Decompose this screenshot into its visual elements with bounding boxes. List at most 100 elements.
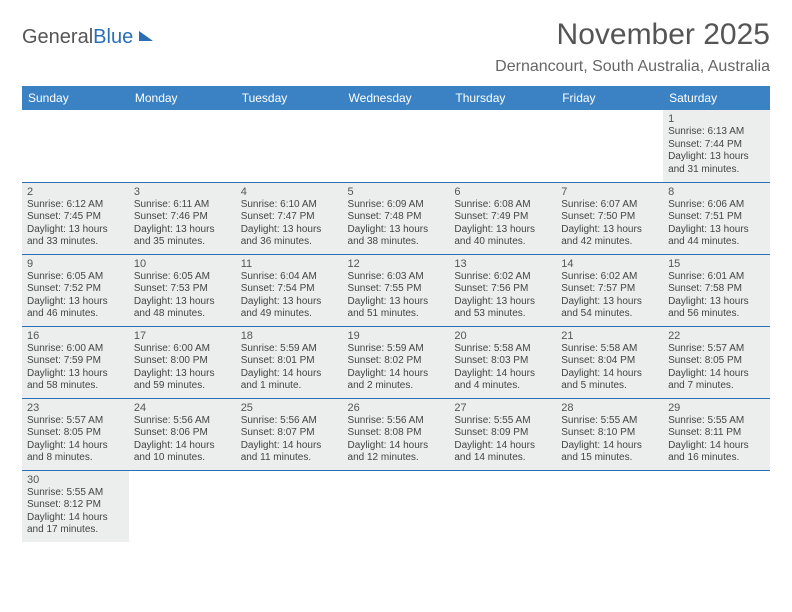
day-info-line: Sunrise: 6:13 AM [668, 126, 765, 139]
day-header: Friday [556, 86, 663, 110]
day-info-line: Sunrise: 6:03 AM [348, 271, 445, 284]
day-header-row: SundayMondayTuesdayWednesdayThursdayFrid… [22, 86, 770, 110]
day-info-line: Sunset: 7:54 PM [241, 283, 338, 296]
calendar-cell: 8Sunrise: 6:06 AMSunset: 7:51 PMDaylight… [663, 182, 770, 254]
calendar-cell: 25Sunrise: 5:56 AMSunset: 8:07 PMDayligh… [236, 398, 343, 470]
calendar-cell: 6Sunrise: 6:08 AMSunset: 7:49 PMDaylight… [449, 182, 556, 254]
day-info-line: Sunset: 7:44 PM [668, 139, 765, 152]
calendar-cell: 20Sunrise: 5:58 AMSunset: 8:03 PMDayligh… [449, 326, 556, 398]
day-info-line: Daylight: 14 hours [241, 440, 338, 453]
calendar-cell: 4Sunrise: 6:10 AMSunset: 7:47 PMDaylight… [236, 182, 343, 254]
calendar-cell: 3Sunrise: 6:11 AMSunset: 7:46 PMDaylight… [129, 182, 236, 254]
day-info-line: and 49 minutes. [241, 308, 338, 321]
calendar-body: 1Sunrise: 6:13 AMSunset: 7:44 PMDaylight… [22, 110, 770, 542]
day-number: 30 [27, 474, 124, 486]
calendar-head: SundayMondayTuesdayWednesdayThursdayFrid… [22, 86, 770, 110]
calendar-cell: 10Sunrise: 6:05 AMSunset: 7:53 PMDayligh… [129, 254, 236, 326]
day-header: Wednesday [343, 86, 450, 110]
logo-triangle-icon [139, 31, 153, 41]
day-info-line: Sunset: 7:50 PM [561, 211, 658, 224]
day-info-line: and 54 minutes. [561, 308, 658, 321]
day-info-line: Daylight: 14 hours [668, 440, 765, 453]
logo-part1: General [22, 26, 93, 48]
day-info-line: Daylight: 14 hours [561, 440, 658, 453]
day-info-line: Daylight: 14 hours [454, 368, 551, 381]
day-number: 2 [27, 186, 124, 198]
day-number: 24 [134, 402, 231, 414]
calendar-cell-empty [22, 110, 129, 182]
day-info-line: Daylight: 13 hours [27, 224, 124, 237]
day-info-line: Sunset: 7:55 PM [348, 283, 445, 296]
day-info-line: Sunrise: 6:04 AM [241, 271, 338, 284]
day-info-line: Daylight: 13 hours [668, 151, 765, 164]
day-info-line: and 12 minutes. [348, 452, 445, 465]
day-info-line: and 16 minutes. [668, 452, 765, 465]
calendar-cell: 2Sunrise: 6:12 AMSunset: 7:45 PMDaylight… [22, 182, 129, 254]
day-info-line: Sunrise: 6:01 AM [668, 271, 765, 284]
day-info-line: Sunrise: 6:02 AM [561, 271, 658, 284]
calendar-row: 1Sunrise: 6:13 AMSunset: 7:44 PMDaylight… [22, 110, 770, 182]
day-info-line: and 59 minutes. [134, 380, 231, 393]
day-info-line: Daylight: 14 hours [561, 368, 658, 381]
day-info-line: and 10 minutes. [134, 452, 231, 465]
calendar-cell: 9Sunrise: 6:05 AMSunset: 7:52 PMDaylight… [22, 254, 129, 326]
day-number: 11 [241, 258, 338, 270]
day-info-line: Daylight: 14 hours [454, 440, 551, 453]
calendar-cell-empty [556, 470, 663, 542]
day-info-line: Sunrise: 6:10 AM [241, 199, 338, 212]
day-info-line: Daylight: 14 hours [27, 440, 124, 453]
day-number: 25 [241, 402, 338, 414]
calendar-cell-empty [663, 470, 770, 542]
day-number: 14 [561, 258, 658, 270]
calendar-cell: 28Sunrise: 5:55 AMSunset: 8:10 PMDayligh… [556, 398, 663, 470]
day-info-line: Sunrise: 5:55 AM [454, 415, 551, 428]
day-number: 27 [454, 402, 551, 414]
calendar-cell-empty [449, 470, 556, 542]
calendar-cell-empty [236, 470, 343, 542]
calendar-cell: 7Sunrise: 6:07 AMSunset: 7:50 PMDaylight… [556, 182, 663, 254]
calendar-cell: 13Sunrise: 6:02 AMSunset: 7:56 PMDayligh… [449, 254, 556, 326]
calendar-cell-empty [129, 110, 236, 182]
day-info-line: Daylight: 13 hours [668, 296, 765, 309]
day-info-line: and 53 minutes. [454, 308, 551, 321]
day-info-line: Daylight: 13 hours [134, 296, 231, 309]
day-info-line: Sunrise: 5:59 AM [348, 343, 445, 356]
day-info-line: and 33 minutes. [27, 236, 124, 249]
day-info-line: and 17 minutes. [27, 524, 124, 537]
day-info-line: Sunset: 8:03 PM [454, 355, 551, 368]
day-info-line: Sunrise: 5:57 AM [27, 415, 124, 428]
calendar-cell-empty [129, 470, 236, 542]
day-info-line: Sunrise: 6:08 AM [454, 199, 551, 212]
day-info-line: and 48 minutes. [134, 308, 231, 321]
day-info-line: Sunrise: 6:09 AM [348, 199, 445, 212]
day-number: 12 [348, 258, 445, 270]
day-info-line: Sunrise: 5:55 AM [27, 487, 124, 500]
day-info-line: Sunrise: 6:11 AM [134, 199, 231, 212]
calendar-cell: 1Sunrise: 6:13 AMSunset: 7:44 PMDaylight… [663, 110, 770, 182]
day-info-line: Daylight: 13 hours [454, 224, 551, 237]
calendar-cell-empty [449, 110, 556, 182]
day-info-line: and 36 minutes. [241, 236, 338, 249]
day-number: 9 [27, 258, 124, 270]
calendar-cell: 12Sunrise: 6:03 AMSunset: 7:55 PMDayligh… [343, 254, 450, 326]
day-info-line: Sunset: 7:52 PM [27, 283, 124, 296]
day-info-line: Daylight: 13 hours [134, 368, 231, 381]
calendar-cell: 15Sunrise: 6:01 AMSunset: 7:58 PMDayligh… [663, 254, 770, 326]
day-number: 15 [668, 258, 765, 270]
day-info-line: Sunset: 8:05 PM [27, 427, 124, 440]
day-number: 18 [241, 330, 338, 342]
day-info-line: and 8 minutes. [27, 452, 124, 465]
calendar-row: 16Sunrise: 6:00 AMSunset: 7:59 PMDayligh… [22, 326, 770, 398]
title-block: November 2025 Dernancourt, South Austral… [495, 18, 770, 76]
day-info-line: Sunset: 8:05 PM [668, 355, 765, 368]
day-info-line: Daylight: 14 hours [241, 368, 338, 381]
day-info-line: Sunrise: 5:58 AM [454, 343, 551, 356]
calendar-cell: 30Sunrise: 5:55 AMSunset: 8:12 PMDayligh… [22, 470, 129, 542]
day-info-line: and 2 minutes. [348, 380, 445, 393]
calendar-cell-empty [556, 110, 663, 182]
calendar-cell: 29Sunrise: 5:55 AMSunset: 8:11 PMDayligh… [663, 398, 770, 470]
calendar-cell: 23Sunrise: 5:57 AMSunset: 8:05 PMDayligh… [22, 398, 129, 470]
day-info-line: and 46 minutes. [27, 308, 124, 321]
day-info-line: Daylight: 13 hours [454, 296, 551, 309]
day-info-line: Sunset: 8:07 PM [241, 427, 338, 440]
